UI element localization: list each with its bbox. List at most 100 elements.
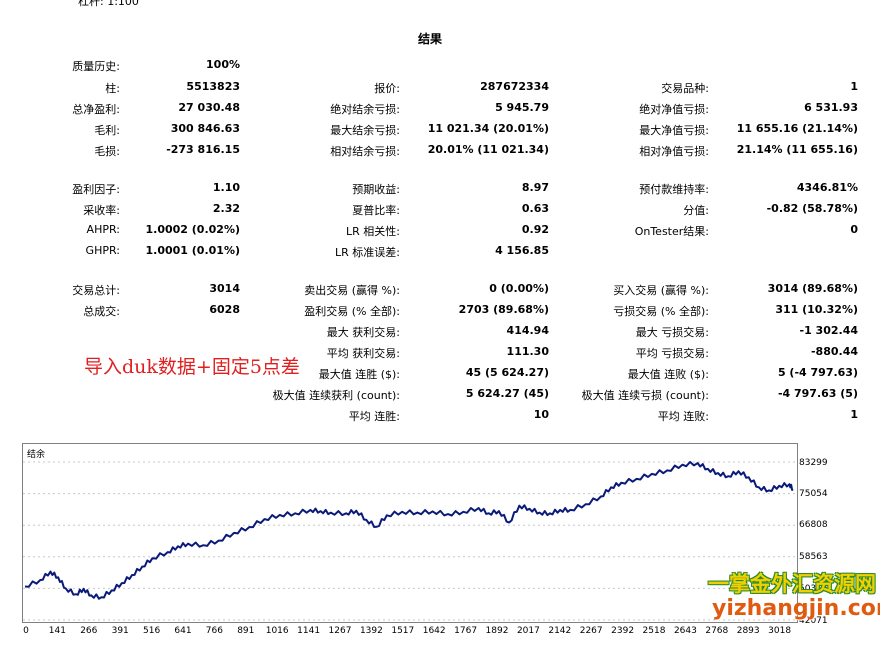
y-tick-label: 42071 [799,616,828,626]
x-tick-label: 891 [237,626,255,636]
stat-label: 平均 连胜: [348,410,400,423]
x-tick-label: 2392 [611,626,635,636]
stat-value: 0 [850,223,858,236]
stat-value: 5 945.79 [495,101,549,114]
stat-label: 最大值 连败 ($): [627,368,709,381]
stat-value: -1 302.44 [799,324,859,337]
stat-label: 亏损交易 (% 全部): [613,305,709,318]
stat-label: 卖出交易 (赢得 %): [304,284,400,297]
x-tick-label: 766 [205,626,223,636]
x-tick-label: 641 [174,626,192,636]
annotation-note: 导入duk数据+固定5点差 [84,356,300,378]
stat-label: GHPR: [85,244,120,257]
stat-value: 6028 [209,303,240,316]
stat-value: -4 797.63 (5) [777,387,858,400]
x-tick-label: 1141 [297,626,321,636]
x-tick-label: 266 [80,626,98,636]
stat-value: 287672334 [480,80,549,93]
stat-label: 分值: [683,204,709,217]
balance-series-line [24,461,794,600]
y-tick-label: 66808 [799,520,828,530]
x-tick-label: 1517 [391,626,415,636]
x-tick-label: 2518 [642,626,666,636]
x-tick-label: 2142 [548,626,572,636]
x-tick-label: 391 [111,626,129,636]
x-tick-label: 2643 [673,626,697,636]
stat-label: 毛损: [94,145,120,158]
x-tick-label: 0 [23,626,29,636]
stat-label: 平均 连败: [657,410,709,423]
stat-value: -880.44 [810,345,858,358]
stat-value: 1 [850,408,858,421]
stat-label: 最大净值亏损: [639,124,709,137]
stat-label: 平均 亏损交易: [635,347,709,360]
stat-label: 买入交易 (赢得 %): [613,284,709,297]
x-tick-label: 2768 [705,626,729,636]
stat-value: 100% [206,58,240,71]
stat-label: 平均 获利交易: [326,347,400,360]
x-tick-label: 2893 [736,626,760,636]
y-tick-label: 75054 [799,489,828,499]
stat-value: 5513823 [186,80,240,93]
stat-label: LR 标准误差: [335,246,400,259]
stat-value: -0.82 (58.78%) [766,202,858,215]
stat-value: 1 [850,80,858,93]
top-cut-text: 杠杆: 1:100 [78,0,139,8]
stat-value: 1.0002 (0.02%) [145,223,241,236]
stat-label: 预期收益: [352,183,400,196]
stat-label: 盈利因子: [72,183,120,196]
stat-value: 6 531.93 [804,101,858,114]
stat-value: -273 816.15 [166,143,240,156]
chart-title: 结余 [27,450,46,460]
stat-label: 最大 获利交易: [326,326,400,339]
stat-value: 4346.81% [796,181,858,194]
stat-label: OnTester结果: [634,225,709,238]
stat-value: 4 156.85 [495,244,549,257]
x-tick-label: 516 [143,626,161,636]
stat-label: 最大结余亏损: [330,124,400,137]
x-tick-label: 2017 [516,626,540,636]
stat-value: 2.32 [212,202,240,215]
stat-value: 3014 (89.68%) [767,282,858,295]
x-tick-label: 141 [48,626,66,636]
stat-value: 311 (10.32%) [775,303,858,316]
stat-label: 质量历史: [72,60,120,73]
stat-label: 最大值 连胜 ($): [318,368,400,381]
stat-label: 预付款维持率: [639,183,709,196]
stat-label: 交易品种: [661,82,709,95]
stat-value: 27 030.48 [178,101,240,114]
x-tick-label: 2267 [579,626,603,636]
stat-value: 1.0001 (0.01%) [145,244,241,257]
stat-label: 采收率: [83,204,120,217]
stat-value: 0.63 [521,202,549,215]
stat-value: 10 [533,408,549,421]
x-tick-label: 3018 [768,626,792,636]
stat-label: 总成交: [83,305,120,318]
results-title: 结果 [417,32,442,46]
watermark-chinese: 一掌金外汇资源网 [708,572,876,596]
x-tick-label: 1642 [422,626,446,636]
x-tick-label: 1267 [328,626,352,636]
stat-value: 0 (0.00%) [489,282,549,295]
balance-chart: 结余 [22,443,798,623]
stat-value: 11 021.34 (20.01%) [427,122,549,135]
stat-value: 8.97 [521,181,549,194]
stat-value: 2703 (89.68%) [458,303,549,316]
stat-label: 极大值 连续获利 (count): [272,389,400,402]
stat-value: 21.14% (11 655.16) [736,143,858,156]
stat-label: 交易总计: [72,284,120,297]
stat-label: 最大 亏损交易: [635,326,709,339]
stat-label: LR 相关性: [346,225,400,238]
stat-value: 20.01% (11 021.34) [427,143,549,156]
x-tick-label: 1392 [359,626,383,636]
stat-value: 5 (-4 797.63) [777,366,858,379]
stat-label: 总净盈利: [72,103,120,116]
x-tick-label: 1892 [485,626,509,636]
stat-value: 11 655.16 (21.14%) [736,122,858,135]
stat-label: 柱: [105,82,120,95]
y-tick-label: 58563 [799,552,828,562]
x-tick-label: 1016 [265,626,289,636]
stat-value: 0.92 [521,223,549,236]
y-tick-label: 83299 [799,458,828,468]
stat-label: 毛利: [94,124,120,137]
